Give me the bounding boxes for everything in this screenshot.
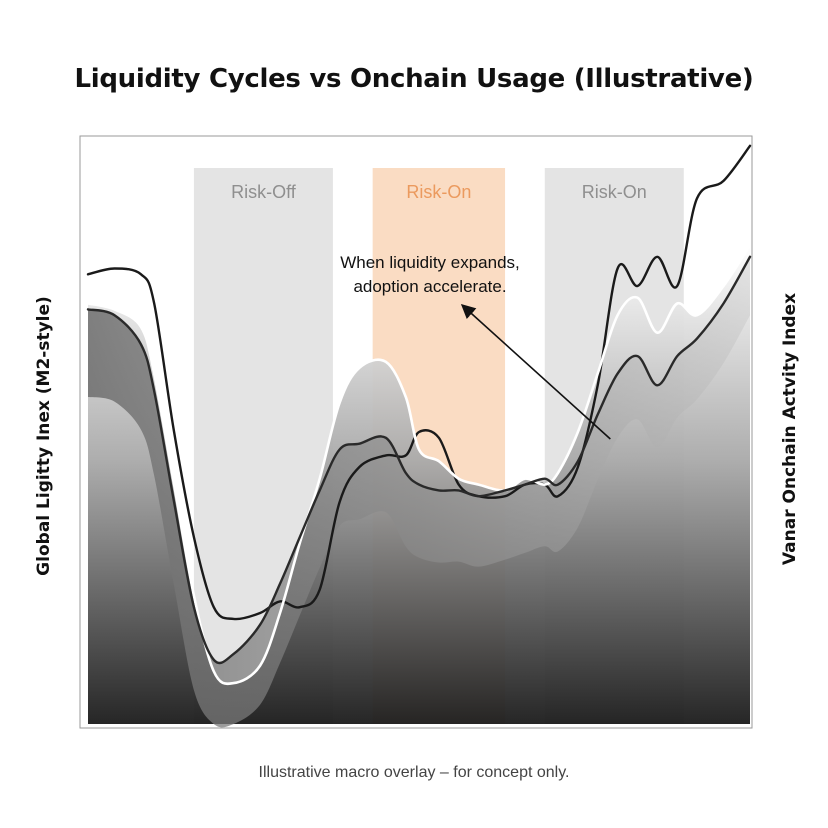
regime-label-2: Risk-On <box>406 182 471 202</box>
series-lines <box>86 144 752 686</box>
annotation-line-1: When liquidity expands, <box>340 253 520 272</box>
regime-label-3: Risk-On <box>582 182 647 202</box>
annotation-arrow <box>460 304 611 440</box>
regime-label-1: Risk-Off <box>231 182 297 202</box>
annotation-line-2: adoption accelerate. <box>353 277 506 296</box>
series-line-1 <box>86 144 752 621</box>
series-line-2 <box>86 243 752 686</box>
regime-labels: Risk-Off Risk-On Risk-On <box>231 182 647 202</box>
chart-caption: Illustrative macro overlay – for concept… <box>258 764 570 781</box>
series-line-3 <box>86 255 752 665</box>
annotation: When liquidity expands, adoption accelera… <box>340 253 611 440</box>
usage-band <box>88 256 750 728</box>
chart-title: Liquidity Cycles vs Onchain Usage (Illus… <box>74 64 754 94</box>
